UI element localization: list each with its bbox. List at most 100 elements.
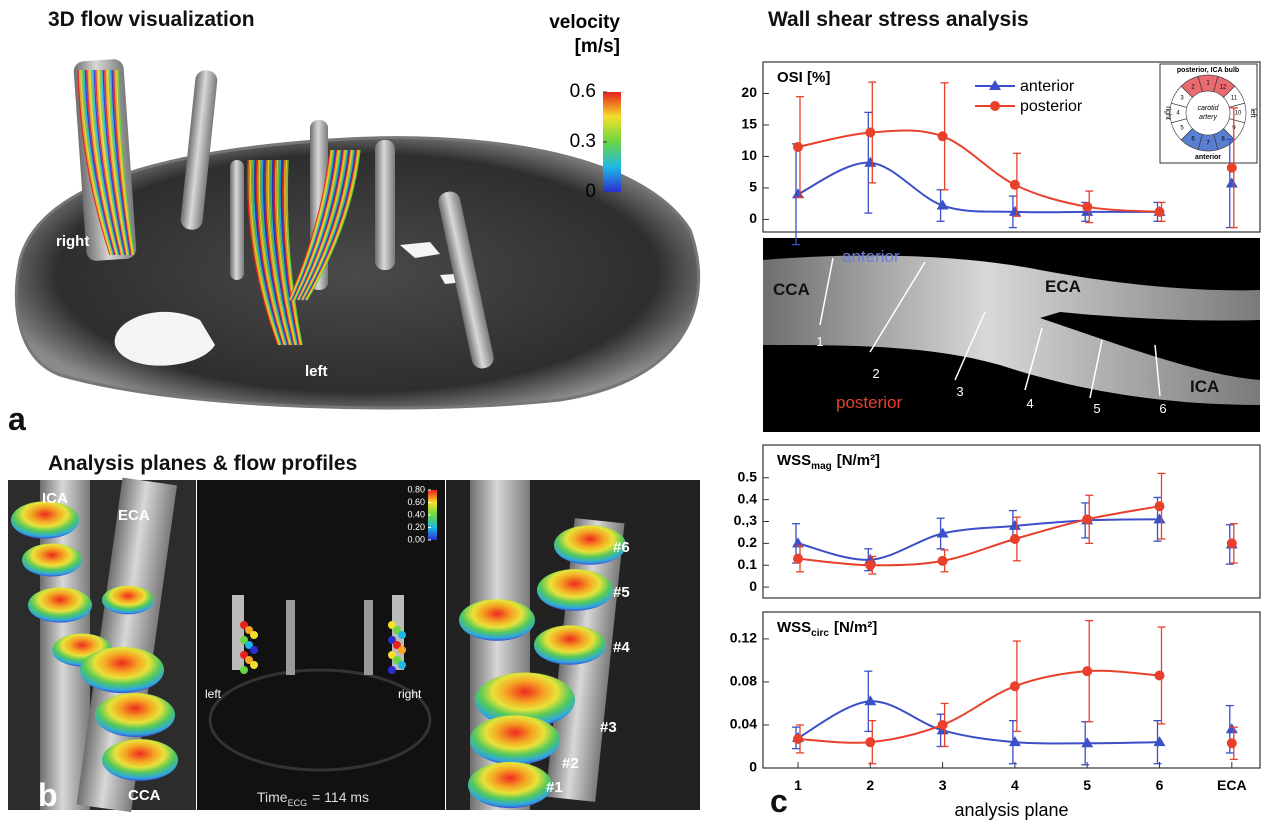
inset-segment-label: 7 xyxy=(1206,141,1210,147)
marker xyxy=(865,127,876,138)
colorbar-tick-label: 0.40 xyxy=(407,509,425,519)
streamline xyxy=(270,159,293,346)
streamline xyxy=(286,159,303,346)
inset-segment-label: 10 xyxy=(1235,111,1242,117)
marker xyxy=(1008,736,1021,747)
flow-profile xyxy=(459,599,535,641)
streamline xyxy=(285,159,302,346)
streamline xyxy=(99,69,124,256)
streamline xyxy=(280,159,300,346)
streamline xyxy=(282,159,300,346)
streamline xyxy=(295,149,343,301)
streamline xyxy=(304,149,358,301)
vessel xyxy=(375,140,395,270)
marker xyxy=(1153,513,1166,524)
vessel-label: CCA xyxy=(128,787,161,804)
series-line xyxy=(797,518,1160,561)
x-tick-label: ECA xyxy=(1217,777,1247,793)
streamline xyxy=(114,69,133,256)
legend-label: posterior xyxy=(1020,98,1083,115)
vessel xyxy=(232,595,244,670)
marker xyxy=(1154,670,1165,681)
series-line xyxy=(797,700,1160,745)
streamline xyxy=(288,149,331,301)
plane-label: #4 xyxy=(613,639,630,656)
flow-profile xyxy=(22,543,82,577)
flow-profile xyxy=(80,646,164,694)
flow-profile xyxy=(393,626,401,634)
streamline xyxy=(105,69,128,256)
vessel xyxy=(438,191,494,369)
vessel xyxy=(180,70,218,230)
marker xyxy=(793,142,803,152)
flow-profile xyxy=(537,569,613,611)
y-tick-label: 0 xyxy=(749,578,757,594)
streamline xyxy=(77,69,111,256)
vessel-annotations: CCA ECA ICA anterior posterior 1 2 3 4 5 6 xyxy=(773,247,1219,416)
streamline xyxy=(293,149,340,301)
inset-label: artery xyxy=(1199,114,1217,121)
streamline xyxy=(109,69,131,256)
marker xyxy=(1154,501,1165,512)
flow-profile xyxy=(388,636,396,644)
streamline xyxy=(294,149,341,301)
y-axis-label: WSSmag [N/m²] xyxy=(777,452,880,472)
plane-label: 2 xyxy=(872,366,879,381)
colorbar-tick-label: 0 xyxy=(585,181,596,202)
flow-profile xyxy=(95,693,175,737)
marker xyxy=(1225,723,1238,734)
flow-profile xyxy=(250,646,258,654)
marker xyxy=(793,553,803,564)
y-tick-label: 0.5 xyxy=(738,468,758,484)
streamline xyxy=(298,149,348,301)
streamline xyxy=(101,69,125,256)
streamline xyxy=(289,149,332,301)
plane-label: #1 xyxy=(546,779,563,796)
flow-profile xyxy=(28,587,92,623)
streamline xyxy=(98,69,124,256)
image-blob xyxy=(114,311,215,366)
panel-title: Wall shear stress analysis xyxy=(768,8,1029,31)
marker xyxy=(1008,205,1021,216)
colorbar-tick-label: 0.00 xyxy=(407,534,425,544)
x-axis-label: analysis plane xyxy=(954,800,1068,820)
streamline xyxy=(90,69,119,256)
marker xyxy=(1008,519,1021,530)
flow-profile xyxy=(393,656,401,664)
streamline xyxy=(279,159,299,346)
marker xyxy=(990,101,1000,111)
time-text: Time xyxy=(257,789,288,805)
streamline xyxy=(84,69,116,256)
inset-label: left xyxy=(1249,108,1256,117)
y-tick-label: 0.1 xyxy=(738,556,758,572)
vessel-label: ECA xyxy=(1045,277,1081,296)
panel-label: a xyxy=(8,401,26,437)
streamline xyxy=(89,69,118,256)
x-tick-label: 2 xyxy=(866,777,874,793)
streamline xyxy=(283,159,301,346)
colorbar-tick-label: 0.60 xyxy=(407,497,425,507)
marker xyxy=(864,695,877,706)
plot-frame xyxy=(762,61,1261,233)
plane-label: 6 xyxy=(1159,401,1166,416)
panel-label: b xyxy=(38,777,58,813)
streamline xyxy=(261,159,288,346)
streamline xyxy=(269,159,292,346)
plane-labels: #6 #5 #4 #3 #2 #1 xyxy=(546,539,630,796)
colorbar-ticks: 0.6 0.3 0 xyxy=(570,81,607,202)
streamline xyxy=(78,69,112,256)
streamline xyxy=(260,159,287,346)
flow-profile xyxy=(245,641,253,649)
streamline xyxy=(273,159,295,346)
flow-profile xyxy=(475,672,575,728)
flow-profile xyxy=(554,525,626,565)
streamline xyxy=(251,159,282,346)
y-tick-label: 0.08 xyxy=(730,673,757,689)
side-label: posterior xyxy=(836,393,902,412)
flow-profile xyxy=(393,641,401,649)
marker xyxy=(937,555,948,566)
image-blob xyxy=(400,242,475,284)
y-tick-label: 10 xyxy=(741,147,757,163)
panel-title: 3D flow visualization xyxy=(48,8,255,31)
